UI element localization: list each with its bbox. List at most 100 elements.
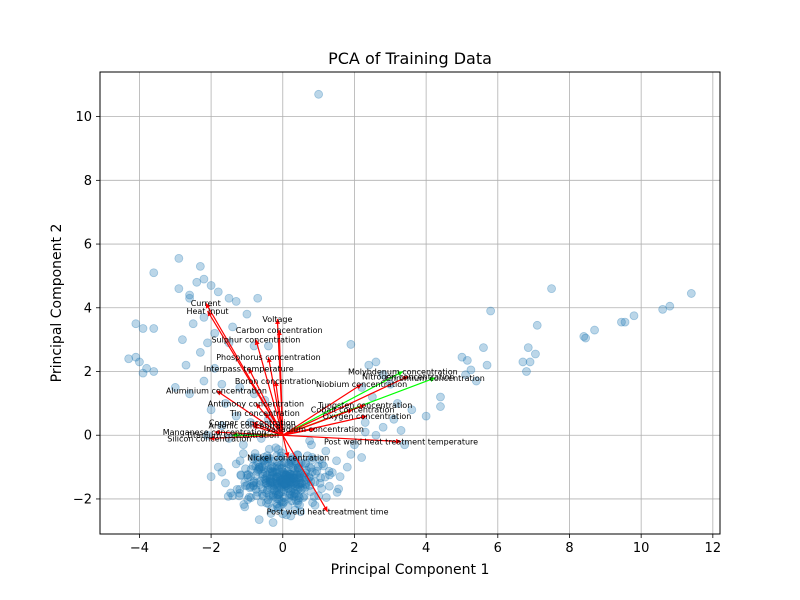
data-point	[272, 494, 281, 503]
data-point	[259, 456, 269, 466]
loading-label: Arsenic concentration	[209, 422, 297, 431]
data-point	[482, 360, 492, 370]
data-point	[293, 485, 303, 495]
data-point	[378, 422, 388, 432]
data-point	[285, 490, 295, 500]
grid	[100, 72, 720, 534]
data-point	[288, 480, 297, 490]
data-point	[275, 471, 285, 481]
data-point	[277, 477, 287, 487]
data-point	[525, 357, 535, 367]
data-point	[275, 476, 285, 485]
data-point	[271, 474, 281, 483]
data-point	[195, 347, 205, 357]
data-point	[371, 357, 381, 367]
loading-arrowhead	[356, 384, 362, 390]
data-point	[265, 478, 275, 488]
data-point	[317, 459, 327, 469]
data-point	[264, 499, 274, 509]
data-point	[259, 464, 269, 474]
data-point	[248, 454, 258, 464]
data-point	[235, 488, 245, 498]
data-point	[244, 492, 254, 502]
loading-arrowhead	[361, 414, 367, 420]
data-point	[279, 470, 289, 480]
data-point	[232, 484, 242, 494]
data-point	[272, 476, 282, 486]
data-point	[532, 320, 542, 330]
loading-label: Post weld heat treatment temperature	[324, 438, 478, 447]
loading-label: Boron concentration	[235, 377, 316, 386]
data-point	[461, 370, 470, 380]
data-point	[217, 467, 227, 477]
loading-label: Interpass temperature	[204, 364, 294, 373]
x-axis-label: Principal Component 1	[331, 562, 490, 578]
data-point	[138, 368, 148, 378]
data-point	[462, 355, 472, 365]
loading-label: Molybdenum concentration	[348, 368, 458, 377]
data-point	[236, 470, 246, 480]
loading-arrow	[255, 339, 284, 436]
data-point	[251, 461, 261, 471]
data-point	[264, 453, 274, 463]
data-point	[292, 482, 302, 492]
data-point	[272, 461, 282, 471]
data-point	[276, 482, 285, 491]
data-point	[290, 473, 300, 483]
data-point	[242, 309, 252, 319]
data-point	[249, 480, 258, 490]
data-point	[267, 466, 277, 476]
data-point	[272, 486, 282, 496]
data-point	[149, 367, 159, 376]
data-point	[271, 443, 281, 453]
data-point	[246, 464, 256, 474]
data-point	[267, 470, 277, 480]
data-point	[199, 312, 209, 322]
data-point	[264, 444, 274, 454]
data-point	[228, 322, 238, 332]
data-point	[272, 472, 282, 482]
data-point	[306, 487, 316, 496]
data-point	[547, 284, 556, 294]
data-point	[310, 477, 320, 487]
data-point	[224, 293, 234, 303]
data-point	[617, 317, 626, 327]
data-point	[280, 479, 290, 489]
data-point	[308, 498, 317, 507]
loading-arrowhead	[205, 303, 211, 309]
data-point	[174, 284, 184, 294]
data-point	[304, 473, 314, 483]
data-point	[248, 481, 258, 491]
data-point	[286, 456, 296, 465]
data-point	[281, 474, 291, 484]
data-point	[249, 453, 259, 462]
loading-label: Voltage	[262, 315, 292, 324]
data-point	[296, 507, 306, 517]
data-point	[224, 434, 234, 443]
data-point	[253, 467, 262, 476]
loading-arrow	[282, 434, 402, 443]
data-point	[275, 474, 285, 484]
loading-label: Heat input	[186, 307, 228, 316]
data-point	[245, 483, 255, 493]
data-point	[277, 448, 287, 458]
data-point	[273, 472, 282, 482]
data-point	[236, 471, 246, 480]
data-point	[287, 477, 297, 487]
data-point	[263, 495, 273, 505]
data-point	[262, 485, 272, 495]
data-point	[280, 479, 290, 489]
data-point	[235, 484, 245, 494]
loading-label: Antimony concentration	[208, 399, 304, 408]
data-point	[279, 497, 289, 507]
data-point	[523, 343, 533, 353]
y-tick-label: 2	[84, 365, 92, 380]
loading-label: Oxygen concentration	[323, 412, 412, 421]
loading-label: Current	[191, 299, 221, 308]
data-point	[256, 476, 266, 486]
loading-label: Phosphorus concentration	[216, 353, 320, 362]
loading-arrowhead	[273, 381, 279, 387]
loading-arrowhead	[209, 435, 215, 441]
data-point	[264, 490, 274, 500]
